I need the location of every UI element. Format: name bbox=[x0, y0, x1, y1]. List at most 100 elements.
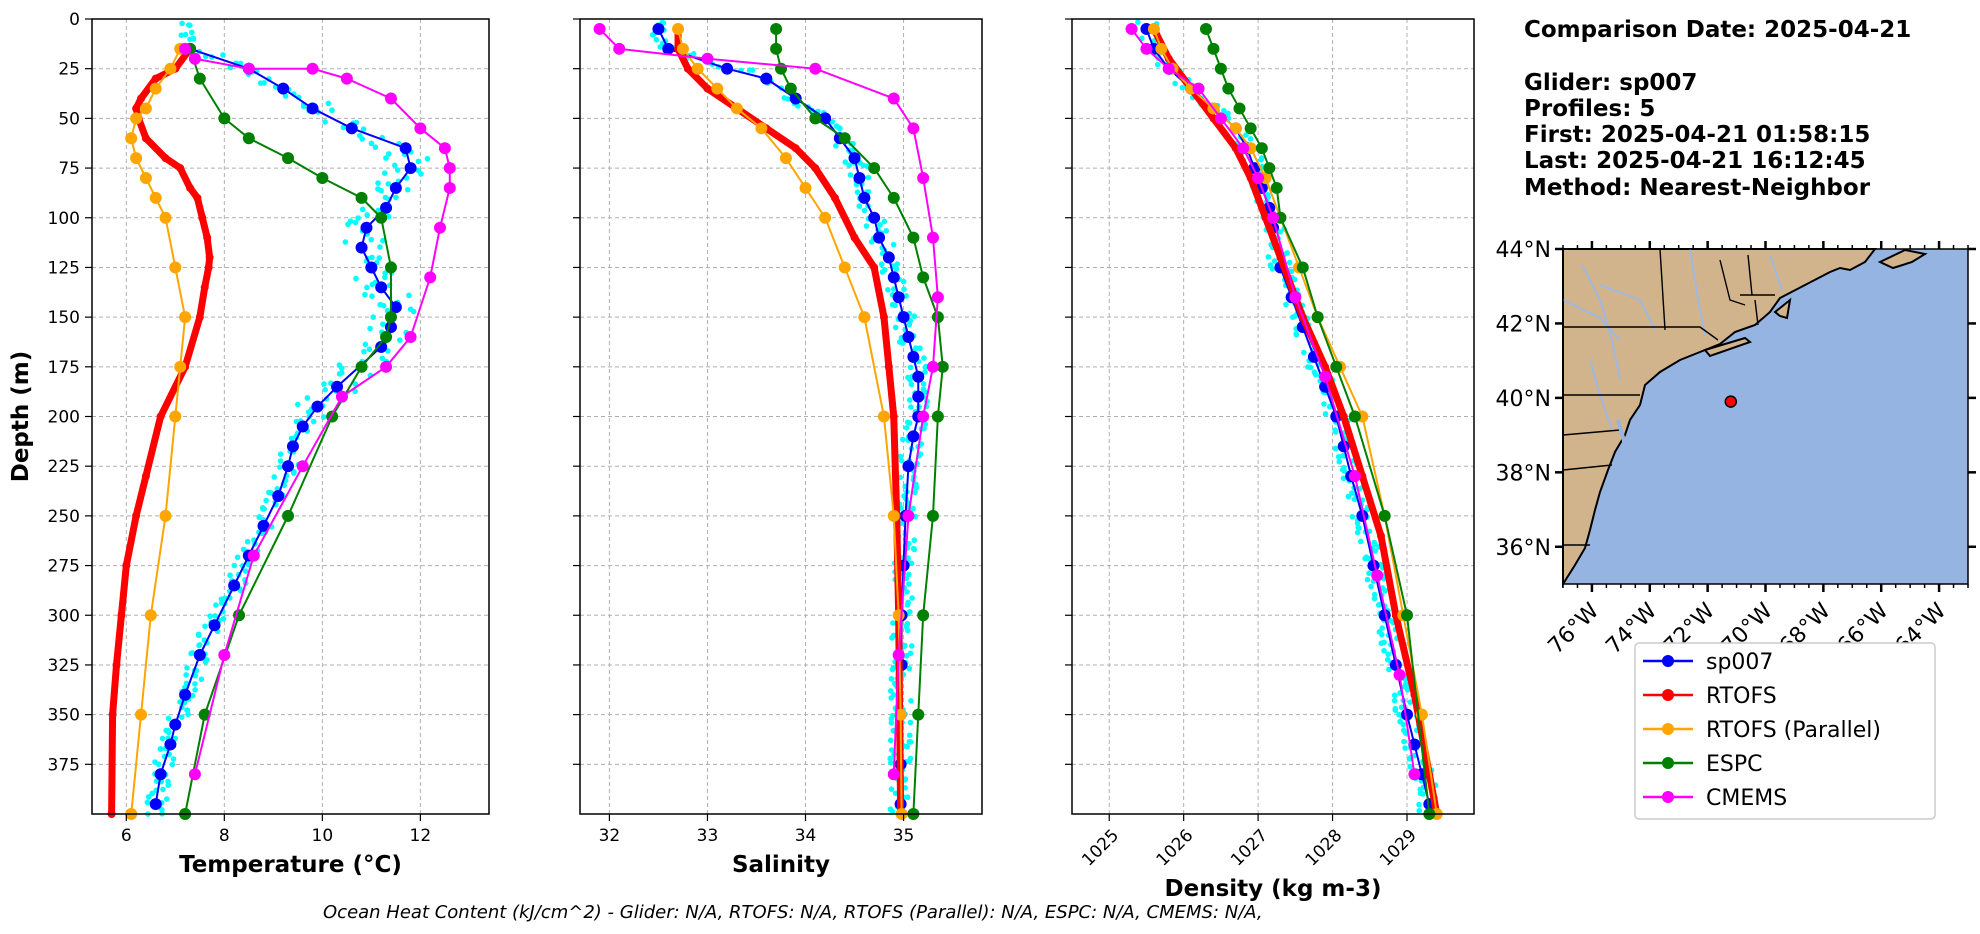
series-point bbox=[122, 561, 131, 570]
raw-point bbox=[889, 666, 896, 673]
raw-point bbox=[352, 219, 359, 226]
series-point bbox=[850, 233, 859, 242]
series-point bbox=[306, 102, 319, 115]
raw-point bbox=[256, 514, 263, 521]
series-point bbox=[355, 191, 368, 204]
raw-point bbox=[149, 790, 155, 797]
series-point bbox=[897, 311, 910, 324]
raw-point bbox=[360, 126, 367, 132]
raw-point bbox=[170, 756, 177, 762]
series-point bbox=[1263, 162, 1276, 175]
raw-point bbox=[165, 729, 172, 736]
raw-point bbox=[1364, 576, 1371, 583]
raw-point bbox=[909, 595, 915, 601]
series-point bbox=[703, 84, 712, 93]
series-point bbox=[917, 410, 930, 423]
raw-point bbox=[169, 761, 176, 768]
raw-point bbox=[906, 738, 913, 745]
series-point bbox=[345, 122, 358, 135]
series-point bbox=[156, 412, 165, 421]
x-axis-label: Salinity bbox=[732, 852, 830, 878]
raw-point bbox=[653, 36, 660, 43]
series-point bbox=[384, 261, 397, 274]
series-point bbox=[335, 390, 348, 403]
info-block: Comparison Date: 2025-04-21 Glider: sp00… bbox=[1524, 17, 1911, 201]
y-tick-label: 100 bbox=[48, 209, 80, 229]
raw-point bbox=[888, 719, 895, 726]
raw-point bbox=[184, 665, 190, 671]
series-point bbox=[193, 193, 202, 202]
legend-item-cmems: CMEMS bbox=[1643, 786, 1787, 811]
series-point bbox=[917, 271, 930, 284]
series-point bbox=[380, 201, 393, 214]
raw-point bbox=[1372, 548, 1379, 554]
x-tick-label: 1026 bbox=[1153, 826, 1198, 871]
series-point bbox=[176, 164, 185, 173]
raw-point bbox=[325, 100, 332, 107]
series-point bbox=[1147, 22, 1160, 35]
raw-point bbox=[1404, 687, 1411, 693]
raw-point bbox=[865, 174, 872, 181]
series-point bbox=[144, 609, 157, 622]
series-point bbox=[135, 708, 148, 721]
raw-point bbox=[902, 776, 909, 782]
series-point bbox=[887, 191, 900, 204]
series-point bbox=[286, 440, 299, 453]
series-point bbox=[179, 42, 192, 55]
x-tick-label: 12 bbox=[410, 826, 432, 846]
series-point bbox=[112, 660, 121, 669]
raw-point bbox=[922, 369, 928, 375]
series-point bbox=[380, 360, 393, 373]
raw-point bbox=[1420, 791, 1426, 797]
series-point bbox=[193, 72, 206, 85]
series-point bbox=[691, 62, 704, 75]
series-point bbox=[149, 82, 162, 95]
raw-point bbox=[355, 215, 361, 221]
raw-point bbox=[1397, 718, 1403, 725]
series-point bbox=[887, 92, 900, 105]
series-point bbox=[443, 162, 456, 175]
raw-point bbox=[300, 103, 307, 110]
raw-point bbox=[1375, 602, 1382, 608]
series-point bbox=[1296, 261, 1309, 274]
raw-point bbox=[369, 293, 375, 300]
series-point bbox=[360, 221, 373, 234]
raw-point bbox=[908, 643, 915, 649]
raw-point bbox=[364, 212, 370, 218]
y-tick-label: 25 bbox=[58, 60, 80, 80]
series-point bbox=[721, 62, 734, 75]
series-point bbox=[1393, 668, 1406, 681]
series-point bbox=[853, 172, 866, 184]
map-long-island bbox=[1703, 336, 1753, 358]
x-tick-label: 33 bbox=[697, 826, 719, 846]
info-first: First: 2025-04-21 01:58:15 bbox=[1524, 122, 1870, 148]
legend-marker bbox=[1662, 689, 1674, 701]
raw-point bbox=[903, 293, 909, 299]
series-point bbox=[198, 213, 207, 222]
raw-point bbox=[202, 659, 209, 665]
raw-point bbox=[1293, 331, 1300, 337]
series-point bbox=[858, 311, 871, 324]
raw-point bbox=[321, 381, 327, 387]
raw-point bbox=[220, 52, 226, 58]
info-method: Method: Nearest-Neighbor bbox=[1524, 175, 1871, 201]
series-point bbox=[389, 181, 402, 194]
raw-point bbox=[785, 96, 791, 102]
series-point bbox=[443, 181, 456, 194]
series-point bbox=[907, 122, 920, 135]
raw-point bbox=[190, 36, 197, 42]
series-point bbox=[380, 331, 393, 343]
series-point bbox=[1214, 62, 1227, 75]
series-point bbox=[1330, 360, 1343, 373]
series-point bbox=[188, 52, 201, 65]
x-tick-label: 8 bbox=[219, 826, 230, 846]
info-last: Last: 2025-04-21 16:12:45 bbox=[1524, 148, 1866, 174]
raw-point bbox=[912, 346, 919, 352]
legend-item-espc: ESPC bbox=[1643, 752, 1763, 777]
y-tick-label: 225 bbox=[48, 457, 80, 477]
legend-item-sp007: sp007 bbox=[1643, 650, 1773, 675]
raw-point bbox=[207, 613, 213, 619]
raw-point bbox=[178, 32, 185, 38]
series-point bbox=[203, 233, 212, 242]
raw-point bbox=[1357, 538, 1364, 545]
